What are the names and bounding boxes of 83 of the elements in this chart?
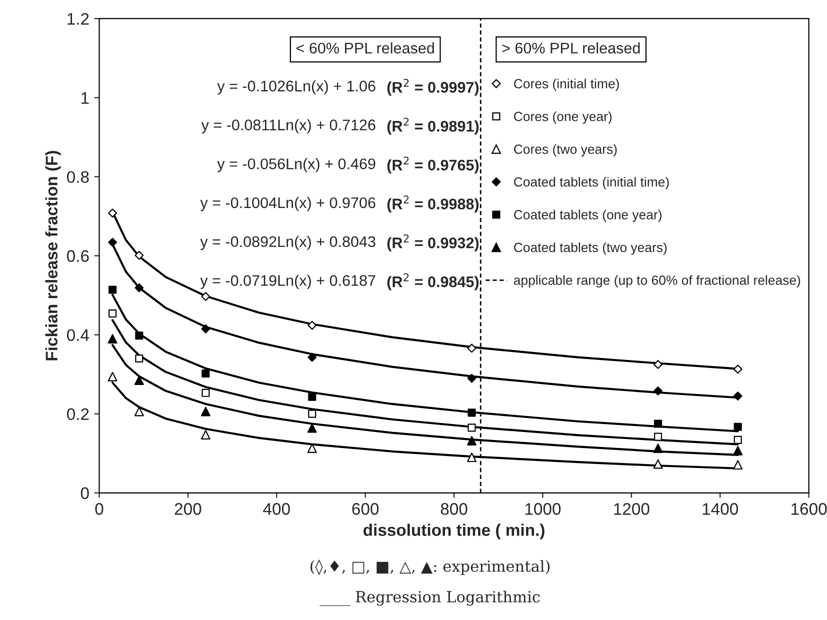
point	[202, 370, 210, 378]
y-tick-label: 0.4	[67, 329, 90, 342]
annotation: y = -0.0811Ln(x) + 0.7126	[201, 119, 376, 134]
ref-line-label: applicable range (up to 60% of fractional release)	[514, 275, 800, 288]
point	[201, 292, 210, 301]
point	[654, 420, 662, 428]
point	[134, 250, 144, 260]
point	[307, 444, 317, 453]
point	[308, 392, 316, 401]
y-tick-label: 0	[80, 487, 89, 500]
x-tick-label: 0	[95, 503, 104, 515]
point	[307, 423, 317, 433]
point	[108, 286, 117, 294]
point	[468, 424, 476, 432]
point	[134, 376, 144, 385]
point	[134, 406, 144, 416]
y-axis-title: Fickian release fraction (F)	[45, 150, 61, 360]
point	[201, 324, 210, 334]
y-tick-label: 1	[82, 92, 89, 104]
point	[135, 354, 144, 363]
point	[200, 406, 210, 416]
point	[654, 360, 663, 369]
point	[468, 408, 476, 417]
legend-label: Coated tablets (two years)	[514, 242, 667, 255]
x-tick-label: 1600	[792, 503, 827, 515]
point	[308, 410, 316, 418]
point	[733, 392, 742, 401]
point	[108, 334, 118, 344]
point	[202, 388, 210, 397]
point	[200, 430, 210, 440]
point	[653, 444, 663, 453]
annotation: (R$^{2}$ = 0.9765)	[387, 156, 479, 174]
point	[734, 422, 742, 431]
point	[108, 208, 118, 218]
point	[134, 283, 144, 292]
x-tick-label: 1400	[702, 503, 738, 515]
x-tick-label: 400	[263, 503, 290, 515]
point	[654, 386, 663, 396]
annotation: (R$^{2}$ = 0.9988)	[387, 195, 479, 212]
point	[734, 436, 742, 444]
annotation: y = -0.0719Ln(x) + 0.6187	[200, 274, 376, 289]
annotation: (R$^{2}$ = 0.9997)	[387, 78, 479, 96]
point	[108, 372, 118, 382]
x-tick-label: 200	[174, 503, 202, 515]
annotation: y = -0.0892Ln(x) + 0.8043	[200, 236, 376, 250]
x-tick-label: 1200	[614, 503, 650, 515]
annotation: < 60% PPL released	[296, 42, 434, 54]
legend-label: Coated tablets (one year)	[514, 210, 662, 222]
point	[108, 238, 118, 247]
legend-label: Cores (two years)	[514, 144, 617, 156]
point	[308, 320, 317, 330]
point	[654, 432, 662, 441]
text: (◊,♦, □, ■, △, ▲: experimental)	[310, 559, 550, 576]
point	[733, 446, 743, 456]
annotation: y = -0.056Ln(x) + 0.469	[217, 158, 376, 172]
annotation: y = -0.1004Ln(x) + 0.9706	[200, 196, 376, 212]
point	[467, 374, 476, 383]
annotation: y = -0.1026Ln(x) + 1.06	[217, 80, 376, 94]
annotation: (R$^{2}$ = 0.9932)	[387, 234, 479, 252]
legend-label: Coated tablets (initial time)	[514, 176, 669, 190]
legend-label: Cores (initial time)	[514, 78, 619, 91]
y-tick-label: 0.6	[67, 250, 89, 262]
point	[108, 309, 117, 318]
point	[467, 344, 476, 353]
y-tick-label: 1.2	[68, 13, 89, 25]
annotation: (R$^{2}$ = 0.9845)	[387, 273, 479, 290]
text: ____ Regression Logarithmic	[320, 590, 540, 606]
point	[467, 436, 476, 446]
x-axis-title: dissolution time ( min.)	[364, 524, 544, 540]
point	[135, 332, 144, 340]
y-tick-label: 0.8	[67, 171, 89, 183]
point	[467, 452, 476, 462]
x-tick-label: 600	[352, 503, 379, 515]
annotation: (R$^{2}$ = 0.9891)	[387, 118, 479, 135]
x-tick-label: 1000	[525, 503, 561, 515]
point	[733, 364, 742, 374]
legend-label: Cores (one year)	[514, 111, 612, 124]
point	[308, 352, 317, 362]
annotation: > 60% PPL released	[502, 42, 640, 54]
y-tick-label: 0.2	[67, 408, 89, 420]
point	[733, 460, 743, 470]
x-tick-label: 800	[440, 503, 468, 515]
point	[653, 459, 663, 469]
